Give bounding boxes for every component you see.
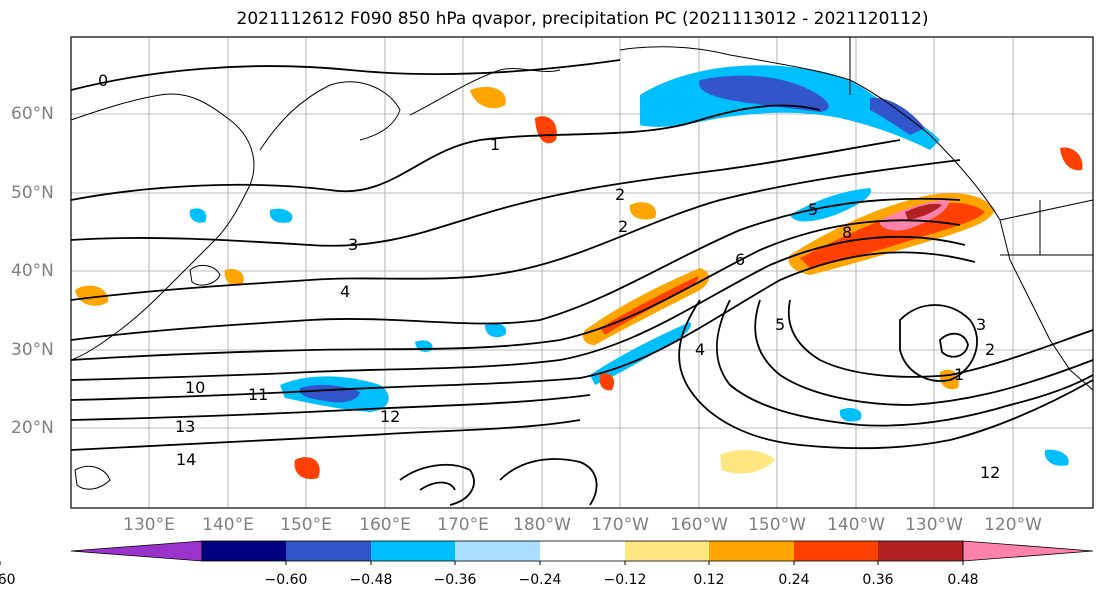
- colorbar-tick-label: 0.24: [778, 572, 810, 588]
- colorbar-tick-label: 0.12: [693, 572, 725, 588]
- contour-label: 8: [842, 223, 852, 242]
- precip-strong-positive-plume-west: [600, 276, 699, 335]
- contour-label: 5: [808, 200, 818, 219]
- lon-label-150e: 150°E: [280, 515, 332, 535]
- precip-negative-small-4: [269, 208, 293, 223]
- precip-positive-blob-7: [75, 285, 109, 306]
- contour-label: 4: [340, 282, 350, 301]
- lon-label-160w: 160°W: [670, 515, 728, 535]
- contour-label: 2: [985, 340, 995, 359]
- precip-strong-positive-plume-east: [800, 202, 985, 268]
- contour-label-group: 0 1 2 3 4 5 6 8 10 11 12 13 14 2 1 3 2 4…: [98, 71, 1000, 482]
- precip-negative-gulf: [870, 97, 925, 135]
- lat-label-50n: 50°N: [11, 183, 54, 203]
- precip-negative-small-6: [1044, 449, 1069, 466]
- precip-negative-ne-mid: [790, 188, 871, 222]
- colorbar-tick-label: 0.36: [862, 572, 894, 588]
- precip-shading: [75, 65, 1083, 480]
- lon-label-180w: 180°W: [513, 515, 571, 535]
- contour-label: 3: [976, 315, 986, 334]
- lat-label-40n: 40°N: [11, 261, 54, 281]
- contour-label: 2: [618, 217, 628, 236]
- precip-positive-blob-3: [629, 202, 656, 220]
- precip-positive-blob-6: [720, 449, 775, 474]
- colorbar-tick-label: −0.24: [518, 572, 562, 588]
- lon-label-130w: 130°W: [905, 515, 963, 535]
- lon-label-140w: 140°W: [827, 515, 885, 535]
- contour-label: 1: [490, 135, 500, 154]
- lon-label-150w: 150°W: [748, 515, 806, 535]
- precip-positive-blob-10: [224, 269, 244, 286]
- lon-label-170e: 170°E: [437, 515, 489, 535]
- precip-positive-blob-8: [1060, 147, 1083, 171]
- precip-negative-small-5: [839, 408, 862, 422]
- lon-label-170w: 170°W: [591, 515, 649, 535]
- qvapor-contours: [71, 59, 1093, 506]
- colorbar-tick-label: −0.12: [603, 572, 647, 588]
- map-frame: [70, 36, 1094, 509]
- lat-label-20n: 20°N: [11, 418, 54, 438]
- contour-label: 2: [615, 185, 625, 204]
- contour-label: 1: [954, 365, 964, 384]
- lon-label-130e: 130°E: [123, 515, 175, 535]
- precip-dark-red-core: [905, 203, 942, 220]
- colorbar-tick-label: 0.60: [0, 572, 16, 588]
- contour-label: 14: [176, 450, 196, 469]
- figure-title: 2021112612 F090 850 hPa qvapor, precipit…: [236, 9, 929, 29]
- precip-positive-blob-9: [599, 373, 615, 391]
- colorbar-tick-label: 0.48: [947, 572, 979, 588]
- contour-label: 0: [98, 71, 108, 90]
- lon-label-120w: 120°W: [984, 515, 1042, 535]
- contour-label: 11: [248, 385, 268, 404]
- contour-label: 12: [380, 407, 400, 426]
- contour-label: 5: [775, 315, 785, 334]
- contour-label: 4: [695, 340, 705, 359]
- lat-label-30n: 30°N: [11, 340, 54, 360]
- contour-label: 6: [735, 250, 745, 269]
- lon-label-140e: 140°E: [202, 515, 254, 535]
- contour-label: 13: [175, 417, 195, 436]
- precip-positive-blob-1: [470, 86, 506, 109]
- colorbar-tick-label: −0.48: [349, 572, 393, 588]
- precip-positive-blob-5: [294, 457, 320, 480]
- coastlines: [71, 37, 1093, 490]
- contour-label: 3: [348, 235, 358, 254]
- colorbar-tick-label: −0.36: [433, 572, 477, 588]
- map-background: [71, 37, 1093, 508]
- precip-negative-small-3: [189, 208, 207, 223]
- contour-label: 10: [185, 378, 205, 397]
- colorbar-tick-label: −0.60: [264, 572, 308, 588]
- lat-label-60n: 60°N: [11, 104, 54, 124]
- precip-negative-small-2: [485, 323, 507, 338]
- precip-strong-negative-alaska: [699, 75, 829, 112]
- lon-label-160e: 160°E: [359, 515, 411, 535]
- contour-label: 12: [980, 463, 1000, 482]
- precip-positive-blob-2: [535, 116, 557, 144]
